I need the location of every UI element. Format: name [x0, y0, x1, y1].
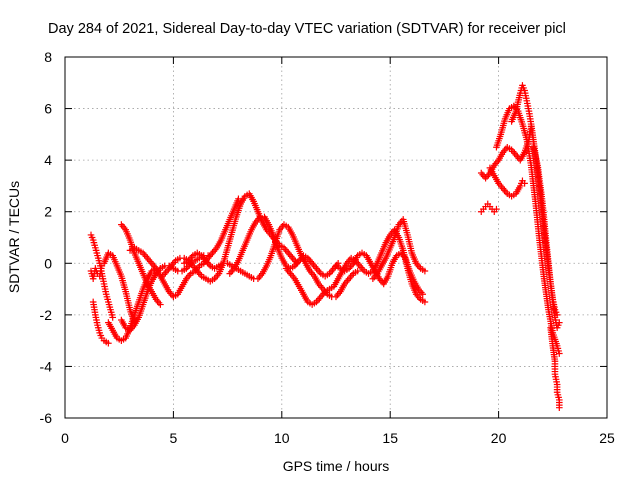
tick-labels: 0 5 10 15 20 25 -6 -4 -2 0 2 4 6 8 — [40, 49, 615, 446]
series-track-j — [226, 213, 342, 280]
x-tick-label: 0 — [61, 430, 69, 446]
series-track-p — [486, 164, 528, 200]
y-axis-title: SDTVAR / TECUs — [6, 181, 22, 293]
x-tick-label: 10 — [274, 430, 290, 446]
series-track-t — [547, 324, 563, 411]
data-marks — [87, 82, 563, 411]
series-track-b — [87, 249, 138, 326]
data-point — [235, 195, 242, 203]
y-tick-label: 4 — [44, 152, 52, 168]
y-tick-label: -4 — [40, 358, 53, 374]
data-point — [419, 290, 427, 298]
data-point — [556, 319, 563, 326]
data-point — [157, 301, 164, 308]
data-point — [421, 298, 429, 306]
data-point — [354, 267, 361, 275]
y-tick-label: 8 — [44, 49, 52, 65]
plot-frame — [64, 56, 608, 419]
data-point — [109, 314, 116, 321]
y-tick-label: 2 — [44, 204, 52, 220]
y-tick-label: 0 — [44, 255, 52, 271]
series-track-n — [477, 200, 500, 216]
data-point — [493, 205, 500, 213]
x-tick-label: 5 — [170, 430, 178, 446]
series-track-q — [493, 102, 563, 357]
data-point — [556, 404, 563, 411]
data-point — [521, 180, 528, 187]
x-tick-label: 20 — [491, 430, 507, 446]
series-track-m — [332, 249, 427, 298]
series-track-c — [87, 231, 116, 321]
series-track-l — [369, 216, 429, 283]
x-tick-label: 25 — [599, 430, 615, 446]
series-track-s — [529, 143, 563, 332]
series-track-a — [89, 298, 112, 347]
y-tick-label: 6 — [44, 101, 52, 117]
y-tick-label: -6 — [40, 410, 53, 426]
chart-title: Day 284 of 2021, Sidereal Day-to-day VTE… — [48, 21, 566, 37]
data-point — [105, 339, 112, 347]
data-point — [421, 267, 429, 275]
axis-ticks — [64, 56, 608, 419]
y-tick-label: -2 — [40, 307, 53, 323]
data-point — [556, 350, 563, 357]
x-tick-label: 15 — [382, 430, 398, 446]
x-axis-title: GPS time / hours — [283, 458, 390, 474]
